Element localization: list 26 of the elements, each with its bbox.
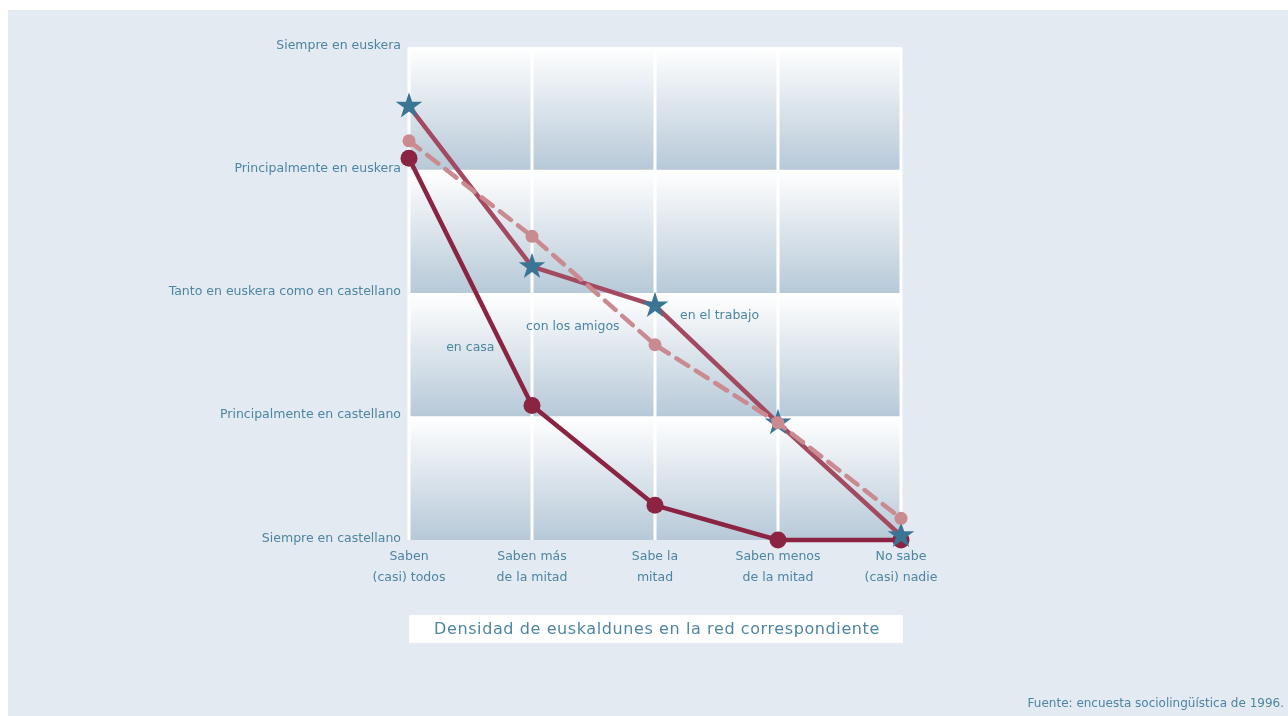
point <box>402 134 416 148</box>
x-axis-title: Densidad de euskaldunes en la red correspondiente <box>434 618 880 638</box>
point <box>769 531 787 549</box>
point <box>400 149 418 167</box>
point <box>525 229 539 243</box>
x-tick-label: No sabe (casi) nadie <box>864 547 938 584</box>
text: Siempre en euskera <box>276 36 401 52</box>
series-label: en casa <box>446 338 495 354</box>
series-label: con los amigos <box>526 317 620 333</box>
source-note: Fuente: encuesta sociolingüística de 1996. <box>1027 695 1284 710</box>
point <box>641 291 669 318</box>
series-label: en el trabajo <box>680 307 760 323</box>
x-tick-label: Saben menos de la mitad <box>735 547 821 584</box>
point <box>646 496 664 514</box>
point <box>894 511 908 525</box>
text: Siempre en castellano <box>261 529 401 545</box>
x-tick-label: Sabe la mitad <box>631 547 679 584</box>
point <box>523 397 541 414</box>
text: Principalmente en euskera <box>234 159 401 175</box>
point <box>518 252 546 279</box>
point <box>648 338 662 352</box>
text: Tanto en euskera como en castellano <box>167 283 401 298</box>
point <box>395 92 423 118</box>
x-tick-label: Saben más de la mitad <box>496 547 568 584</box>
text: Principalmente en castellano <box>219 406 401 422</box>
x-tick-label: Saben (casi) todos <box>372 547 446 584</box>
